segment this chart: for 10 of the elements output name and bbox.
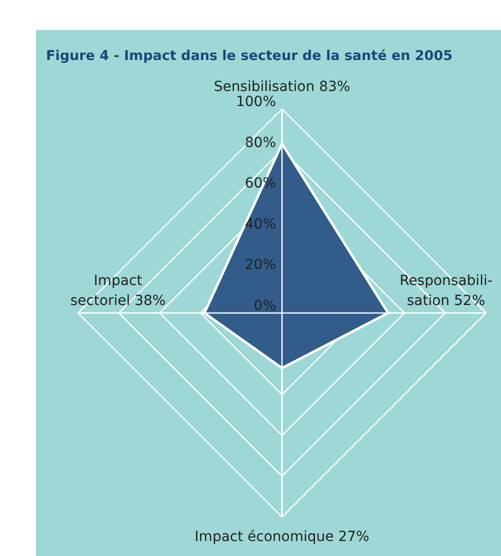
spoke-label: Responsabili- sation 52% [400,273,492,309]
y-tick-label: 100% [236,94,276,110]
y-tick-label: 40% [244,216,276,232]
spoke-label: Impact sectoriel 38% [70,273,166,309]
spoke-label: Impact économique 27% [194,529,370,545]
spoke-label: Sensibilisation 83% [214,79,350,95]
y-tick-label: 80% [244,134,276,151]
y-tick-label: 0% [254,298,276,314]
y-tick-label: 20% [244,257,276,274]
chart-title: Figure 4 - Impact dans le secteur de la santé en 2005 [46,48,452,64]
